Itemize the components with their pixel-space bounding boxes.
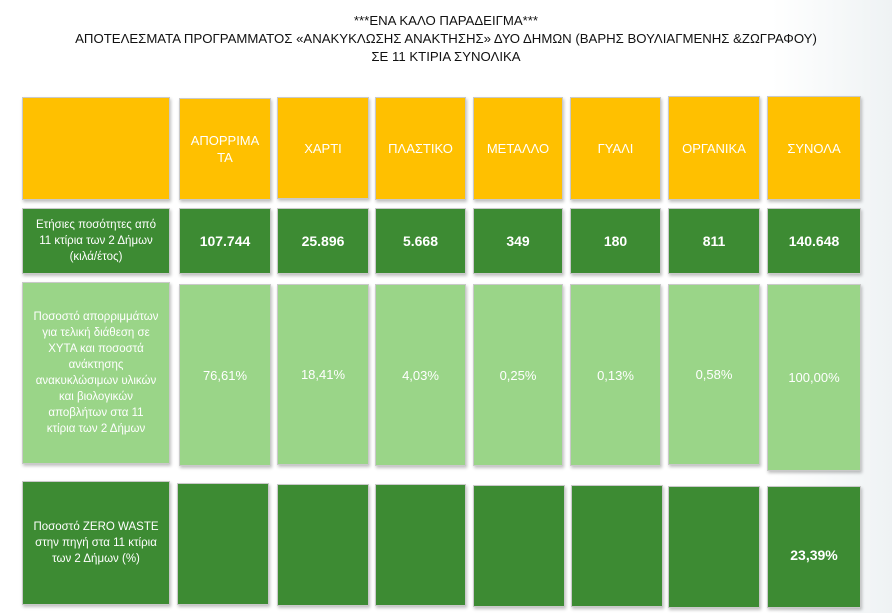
value-percent-organic: 0,58% [668,284,760,465]
row-label-annual-quantities: Ετήσιες ποσότητες από 11 κτίρια των 2 Δή… [22,208,170,274]
header-totals: ΣΥΝΟΛΑ [767,96,861,200]
value-annual-organic: 811 [668,208,760,274]
title-line-2: ΑΠΟΤΕΛΕΣΜΑΤΑ ΠΡΟΓΡΑΜΜΑΤΟΣ «ΑΝΑΚΥΚΛΩΣΗΣ Α… [75,31,817,46]
value-percent-plastic: 4,03% [375,284,466,466]
value-zero-waste-metal [473,485,565,607]
value-zero-waste-glass [571,485,663,607]
value-annual-waste: 107.744 [179,208,271,274]
value-percent-metal: 0,25% [473,284,563,466]
value-zero-waste-paper [277,484,369,606]
header-waste-label: ΑΠΟΡΡΙΜΑΤΑ [190,133,260,165]
value-zero-waste-waste [177,483,269,605]
value-annual-metal: 349 [473,208,563,274]
value-zero-waste-plastic [375,484,466,606]
value-percent-paper: 18,41% [277,284,369,465]
header-metal: ΜΕΤΑΛΛΟ [473,97,563,200]
row-label-zero-waste: Ποσοστό ZERO WASTE στην πηγή στα 11 κτίρ… [22,481,170,605]
header-paper: ΧΑΡΤΙ [277,97,369,199]
title-line-3: ΣΕ 11 ΚΤΙΡΙΑ ΣΥΝΟΛΙΚΑ [371,49,521,64]
header-organic: ΟΡΓΑΝΙΚΑ [668,96,760,200]
value-percent-glass: 0,13% [570,284,661,466]
value-percent-waste: 76,61% [179,284,271,466]
page-title: ***ΕΝΑ ΚΑΛΟ ΠΑΡΑΔΕΙΓΜΑ*** ΑΠΟΤΕΛΕΣΜΑΤΑ Π… [0,12,892,66]
value-annual-total: 140.648 [767,208,861,274]
value-annual-paper: 25.896 [277,208,369,274]
value-annual-plastic: 5.668 [375,208,466,274]
header-waste: ΑΠΟΡΡΙΜΑΤΑ [179,98,271,200]
row-label-percentages: Ποσοστό απορριμμάτων για τελική διάθεση … [22,282,170,464]
header-empty-cell [22,97,170,200]
value-zero-waste-organic [668,486,760,608]
value-zero-waste-total: 23,39% [767,486,861,608]
value-annual-glass: 180 [570,208,661,274]
value-percent-total: 100,00% [767,284,861,471]
header-plastic: ΠΛΑΣΤΙΚΟ [375,97,466,200]
title-line-1: ***ΕΝΑ ΚΑΛΟ ΠΑΡΑΔΕΙΓΜΑ*** [353,13,539,28]
header-glass: ΓΥΑΛΙ [570,97,661,200]
